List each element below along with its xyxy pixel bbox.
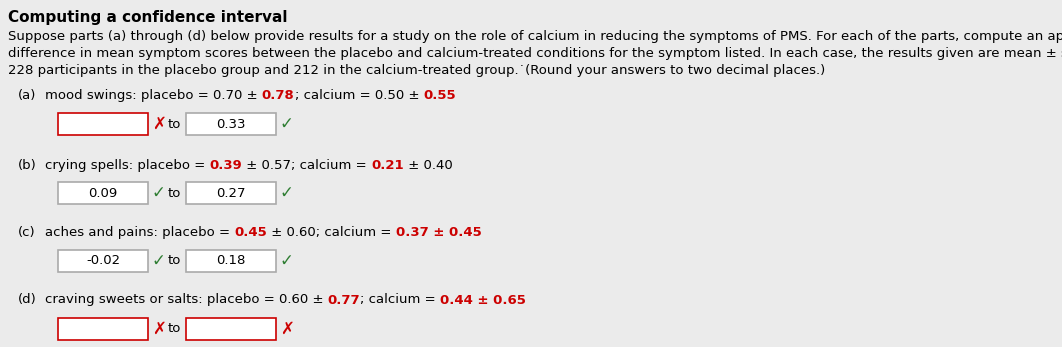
Text: ± 0.57; calcium =: ± 0.57; calcium =	[242, 159, 371, 171]
Bar	[186, 318, 276, 340]
Text: 0.55: 0.55	[424, 88, 456, 102]
Text: 0.18: 0.18	[217, 254, 245, 268]
Text: ✓: ✓	[280, 252, 294, 270]
Text: difference in mean symptom scores between the placebo and calcium-treated condit: difference in mean symptom scores betwee…	[8, 47, 1062, 60]
Text: 0.09: 0.09	[88, 186, 118, 200]
Text: to: to	[168, 254, 182, 268]
Bar	[186, 182, 276, 204]
Text: 0.77: 0.77	[328, 294, 360, 306]
Text: ✓: ✓	[280, 184, 294, 202]
Text: Computing a confidence interval: Computing a confidence interval	[8, 10, 288, 25]
Text: 0.33: 0.33	[217, 118, 245, 130]
Text: 0.37 ± 0.45: 0.37 ± 0.45	[396, 226, 481, 238]
Bar	[58, 182, 148, 204]
Text: craving sweets or salts: placebo = 0.60 ±: craving sweets or salts: placebo = 0.60 …	[45, 294, 328, 306]
Text: 0.39: 0.39	[209, 159, 242, 171]
Text: to: to	[168, 118, 182, 130]
Text: 0.21: 0.21	[371, 159, 404, 171]
Text: ✓: ✓	[280, 115, 294, 133]
Text: Suppose parts (a) through (d) below provide results for a study on the role of c: Suppose parts (a) through (d) below prov…	[8, 30, 1062, 43]
Text: ; calcium =: ; calcium =	[360, 294, 441, 306]
Text: ✗: ✗	[280, 320, 294, 338]
Text: ± 0.40: ± 0.40	[404, 159, 452, 171]
Bar	[58, 250, 148, 272]
Text: 0.45: 0.45	[235, 226, 267, 238]
Bar	[186, 113, 276, 135]
Text: crying spells: placebo =: crying spells: placebo =	[45, 159, 209, 171]
Text: 0.27: 0.27	[217, 186, 245, 200]
Text: to: to	[168, 186, 182, 200]
Text: ± 0.60; calcium =: ± 0.60; calcium =	[267, 226, 396, 238]
Text: ✓: ✓	[152, 252, 166, 270]
Bar	[58, 113, 148, 135]
Text: mood swings: placebo = 0.70 ±: mood swings: placebo = 0.70 ±	[45, 88, 262, 102]
Text: (a): (a)	[18, 88, 36, 102]
Text: 228 participants in the placebo group and 212 in the calcium-treated group.˙(Rou: 228 participants in the placebo group an…	[8, 64, 825, 77]
Text: (b): (b)	[18, 159, 37, 171]
Text: (c): (c)	[18, 226, 36, 238]
Text: ✗: ✗	[152, 320, 166, 338]
Bar	[58, 318, 148, 340]
Text: 0.44 ± 0.65: 0.44 ± 0.65	[441, 294, 526, 306]
Text: ✓: ✓	[152, 184, 166, 202]
Text: ; calcium = 0.50 ±: ; calcium = 0.50 ±	[294, 88, 424, 102]
Text: to: to	[168, 322, 182, 336]
Text: aches and pains: placebo =: aches and pains: placebo =	[45, 226, 235, 238]
Bar	[186, 250, 276, 272]
Text: -0.02: -0.02	[86, 254, 120, 268]
Text: (d): (d)	[18, 294, 37, 306]
Text: 0.78: 0.78	[262, 88, 294, 102]
Text: ✗: ✗	[152, 115, 166, 133]
